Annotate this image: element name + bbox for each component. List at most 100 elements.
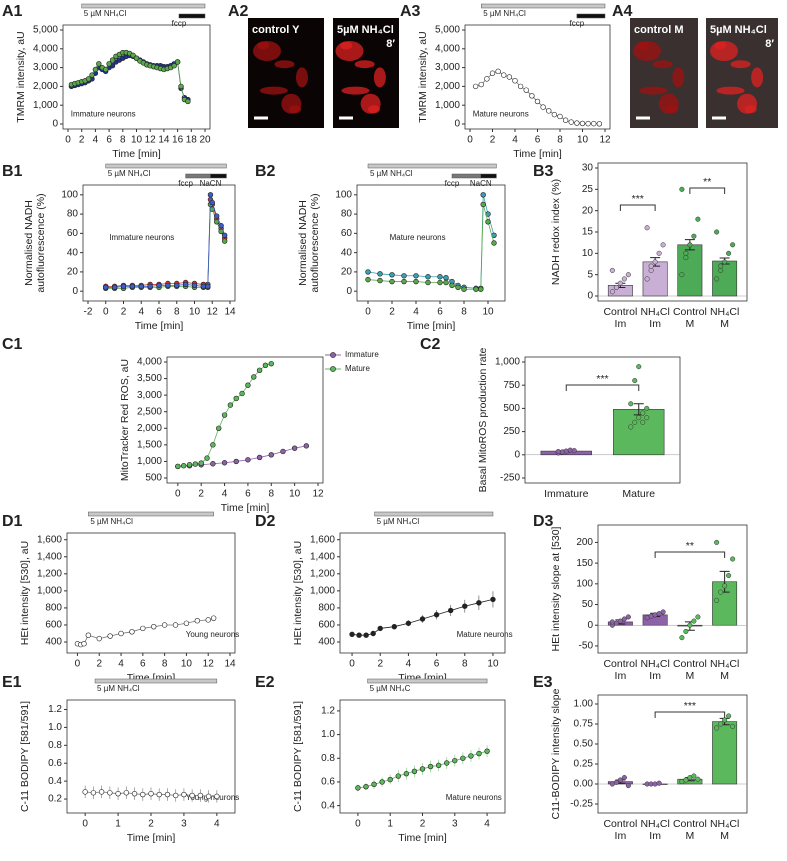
data-point	[683, 250, 689, 256]
data-point	[268, 452, 274, 458]
data-point	[268, 360, 274, 367]
data-point	[171, 63, 177, 69]
x-tick-label: M	[720, 318, 729, 330]
data-point	[221, 238, 228, 244]
data-point	[718, 263, 724, 269]
data-point	[660, 242, 666, 248]
data-point	[683, 628, 689, 634]
data-point	[660, 609, 666, 615]
y-tick-label: 40	[67, 247, 79, 258]
y-tick-label: 4,000	[137, 357, 162, 368]
data-point	[683, 255, 689, 261]
series-line	[77, 617, 214, 646]
data-point	[198, 460, 204, 466]
panel-label: B2	[255, 163, 276, 180]
y-tick-label: 1,200	[310, 568, 335, 579]
data-point	[695, 216, 701, 222]
x-tick-label: 0	[175, 489, 181, 500]
x-tick-label: 10	[482, 307, 494, 318]
data-point	[98, 789, 105, 795]
x-tick-label: -2	[84, 307, 93, 318]
y-tick-label: 1,600	[310, 534, 335, 545]
cell-signal	[639, 86, 668, 95]
data-point	[491, 240, 497, 246]
data-point	[183, 620, 190, 626]
data-point	[596, 121, 603, 127]
data-point	[628, 401, 634, 407]
data-point	[714, 229, 720, 235]
plot-frame	[356, 184, 506, 302]
x-tick-label: 12	[203, 659, 215, 670]
data-point	[628, 424, 634, 430]
y-tick-label: 2,000	[435, 81, 460, 92]
data-point	[695, 614, 701, 620]
data-point	[233, 395, 239, 402]
data-point	[540, 104, 546, 110]
y-tick-label: 30	[582, 163, 594, 174]
data-point	[172, 792, 179, 799]
y-tick-label: 0.75	[574, 719, 594, 730]
data-point	[161, 622, 168, 628]
y-tick-label: 100	[576, 578, 593, 589]
x-tick-label: 4	[413, 307, 419, 318]
bar	[677, 244, 703, 297]
treatment-bar	[367, 163, 497, 169]
x-tick-label: NH₄Cl	[710, 306, 739, 318]
y-axis-label: TMRM intensity, aU	[15, 31, 27, 122]
treatment-bar	[94, 678, 218, 684]
data-point	[625, 272, 631, 278]
data-point	[180, 463, 187, 469]
data-point	[473, 286, 479, 292]
data-point	[534, 98, 541, 105]
data-point	[656, 780, 662, 786]
data-point	[401, 273, 407, 279]
data-point	[617, 618, 623, 624]
data-point	[730, 556, 736, 562]
data-point	[551, 111, 558, 118]
y-tick-label: 500	[503, 403, 520, 414]
data-point	[131, 790, 138, 797]
data-point	[613, 779, 619, 785]
y-tick-label: 5,000	[435, 25, 460, 36]
x-tick-label: Im	[649, 318, 661, 330]
cell-signal	[295, 67, 308, 88]
data-point	[652, 259, 658, 265]
data-point	[233, 458, 239, 465]
panel-label: D2	[255, 513, 276, 530]
data-point	[129, 283, 136, 290]
data-point	[377, 625, 383, 632]
data-point	[609, 619, 615, 625]
panel-label: C2	[420, 336, 441, 353]
y-tick-label: 1,200	[37, 568, 62, 579]
y-tick-label: 100	[61, 189, 78, 200]
data-point	[501, 72, 507, 78]
legend-label: Immature	[345, 350, 379, 359]
data-point	[209, 199, 215, 206]
significance-bracket	[689, 187, 726, 194]
y-tick-label: 150	[576, 558, 593, 569]
data-point	[640, 410, 646, 416]
data-point	[239, 390, 245, 397]
x-tick-label: 1	[115, 819, 121, 830]
x-tick-label: 20	[199, 135, 211, 146]
data-point	[617, 280, 623, 286]
y-axis-label: MitoTracker Red ROS, aU	[119, 359, 131, 481]
data-point	[485, 219, 491, 225]
data-point	[365, 269, 371, 275]
x-tick-label: 6	[245, 489, 251, 500]
data-point	[85, 632, 92, 638]
x-tick-label: Control	[603, 818, 637, 830]
treatment-bar	[367, 678, 488, 684]
x-tick-label: 10	[487, 659, 499, 670]
data-point	[679, 186, 685, 192]
data-point	[200, 283, 207, 290]
x-tick-label: 10	[189, 307, 201, 318]
data-point	[174, 282, 180, 289]
data-point	[129, 629, 135, 635]
data-point	[130, 52, 136, 59]
y-axis-label: autofluorescence (%)	[309, 193, 321, 292]
data-point	[452, 757, 458, 764]
data-point	[480, 192, 486, 198]
data-point	[210, 442, 216, 448]
x-tick-label: 3	[452, 819, 458, 830]
